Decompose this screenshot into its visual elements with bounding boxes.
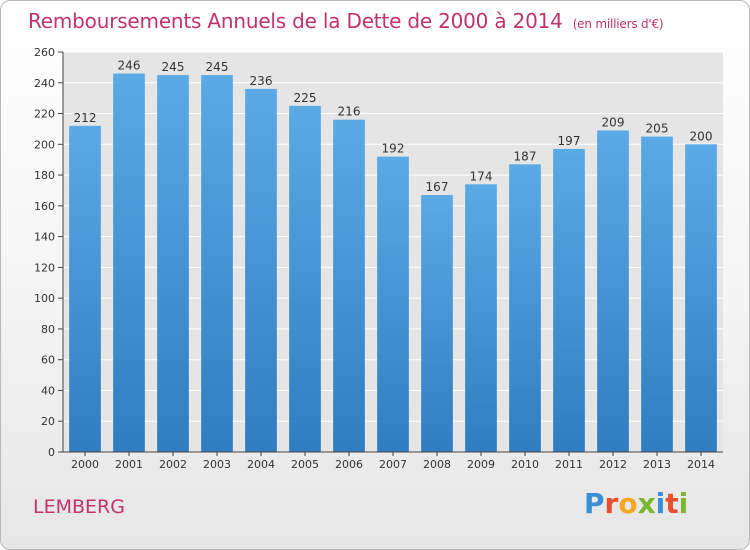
- y-tick-label: 120: [34, 261, 55, 274]
- data-label: 216: [338, 105, 361, 119]
- y-tick-label: 80: [41, 323, 55, 336]
- x-tick-label: 2009: [467, 458, 495, 471]
- bar: [201, 75, 233, 453]
- data-label: 245: [206, 60, 229, 74]
- bar: [553, 148, 585, 452]
- chart-subtitle: (en milliers d'€): [572, 17, 664, 31]
- bar: [157, 75, 189, 453]
- data-label: 225: [294, 91, 317, 105]
- x-tick-label: 2003: [203, 458, 231, 471]
- y-tick-label: 260: [34, 46, 55, 59]
- proxiti-logo[interactable]: Proxiti: [584, 487, 688, 520]
- y-tick-label: 20: [41, 415, 55, 428]
- data-label: 200: [690, 129, 713, 143]
- y-tick-label: 220: [34, 108, 55, 121]
- bar: [509, 164, 541, 453]
- x-tick-label: 2000: [71, 458, 99, 471]
- x-tick-label: 2008: [423, 458, 451, 471]
- x-tick-label: 2001: [115, 458, 143, 471]
- x-tick-label: 2010: [511, 458, 539, 471]
- y-tick-label: 40: [41, 384, 55, 397]
- x-tick-label: 2006: [335, 458, 363, 471]
- data-label: 245: [162, 60, 185, 74]
- logo-letter: P: [584, 487, 605, 520]
- x-tick-label: 2013: [643, 458, 671, 471]
- logo-letter: o: [618, 487, 638, 520]
- data-label: 205: [646, 122, 669, 136]
- bar: [245, 88, 277, 452]
- bar: [113, 73, 145, 453]
- x-tick-label: 2014: [687, 458, 715, 471]
- y-tick-label: 60: [41, 354, 55, 367]
- bar: [421, 195, 453, 453]
- data-label: 187: [514, 149, 537, 163]
- x-tick-label: 2012: [599, 458, 627, 471]
- bar: [69, 125, 101, 452]
- location-label: LEMBERG: [33, 496, 125, 518]
- x-tick-label: 2007: [379, 458, 407, 471]
- y-tick-label: 240: [34, 77, 55, 90]
- y-tick-label: 100: [34, 292, 55, 305]
- x-tick-label: 2004: [247, 458, 275, 471]
- logo-letter: i: [678, 487, 689, 520]
- y-tick-label: 180: [34, 169, 55, 182]
- value-labels: 212 246 245 245 236 225 216 192 167 174 187 197 209 2…: [74, 59, 713, 195]
- chart-title-text: Remboursements Annuels de la Dette de 20…: [28, 9, 563, 33]
- x-tick-label: 2002: [159, 458, 187, 471]
- logo-letter: i: [655, 487, 666, 520]
- bar: [641, 136, 673, 452]
- bar: [465, 184, 497, 453]
- x-tick-label: 2011: [555, 458, 583, 471]
- data-label: 192: [382, 142, 405, 156]
- data-label: 246: [118, 59, 141, 73]
- data-label: 174: [470, 169, 493, 183]
- bars: [69, 73, 717, 453]
- bar: [597, 130, 629, 452]
- data-label: 167: [426, 180, 449, 194]
- bar: [377, 156, 409, 452]
- bar: [289, 105, 321, 452]
- y-tick-label: 200: [34, 138, 55, 151]
- bar: [685, 144, 717, 453]
- logo-letter: x: [637, 487, 656, 520]
- y-tick-label: 0: [48, 446, 55, 459]
- data-label: 212: [74, 111, 97, 125]
- axes: 0 20 40 60 80 100 120 140 160 180 200 220 240 260 2000…: [34, 46, 723, 471]
- data-label: 197: [558, 134, 581, 148]
- data-label: 209: [602, 115, 625, 129]
- y-tick-label: 160: [34, 200, 55, 213]
- data-label: 236: [250, 74, 273, 88]
- chart-title: Remboursements Annuels de la Dette de 20…: [28, 9, 664, 33]
- logo-letter: r: [604, 487, 619, 520]
- y-tick-label: 140: [34, 231, 55, 244]
- logo-letter: t: [665, 487, 679, 520]
- x-tick-label: 2005: [291, 458, 319, 471]
- bar: [333, 119, 365, 452]
